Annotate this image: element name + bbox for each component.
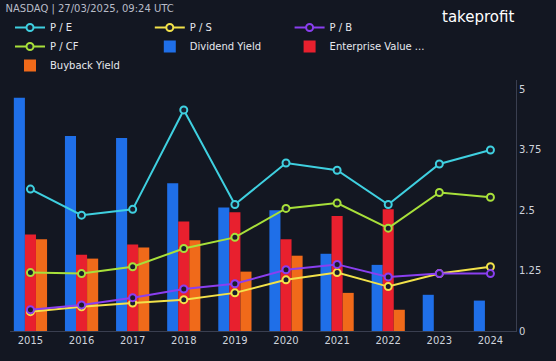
svg-text:1.25: 1.25 — [519, 265, 541, 276]
svg-text:Buyback Yield: Buyback Yield — [50, 60, 120, 71]
svg-text:Dividend Yield: Dividend Yield — [190, 41, 261, 52]
svg-text:2017: 2017 — [120, 335, 145, 346]
svg-text:Enterprise Value ...: Enterprise Value ... — [330, 41, 425, 52]
svg-text:2016: 2016 — [69, 335, 94, 346]
svg-text:2.5: 2.5 — [519, 205, 535, 216]
svg-text:2023: 2023 — [427, 335, 452, 346]
svg-text:P / S: P / S — [190, 22, 212, 33]
svg-text:P / CF: P / CF — [50, 41, 79, 52]
svg-text:3.75: 3.75 — [519, 144, 541, 155]
svg-text:2021: 2021 — [324, 335, 349, 346]
svg-text:2018: 2018 — [171, 335, 196, 346]
svg-text:takeprofit: takeprofit — [442, 8, 514, 26]
svg-text:P / E: P / E — [50, 22, 72, 33]
svg-text:NASDAQ | 27/03/2025, 09:24 UTC: NASDAQ | 27/03/2025, 09:24 UTC — [6, 3, 174, 15]
svg-text:2022: 2022 — [375, 335, 400, 346]
svg-text:P / B: P / B — [330, 22, 353, 33]
svg-text:2015: 2015 — [18, 335, 43, 346]
svg-text:2020: 2020 — [273, 335, 298, 346]
svg-text:2024: 2024 — [478, 335, 503, 346]
svg-text:2019: 2019 — [222, 335, 247, 346]
svg-text:0: 0 — [519, 326, 525, 337]
svg-text:5: 5 — [519, 84, 525, 95]
